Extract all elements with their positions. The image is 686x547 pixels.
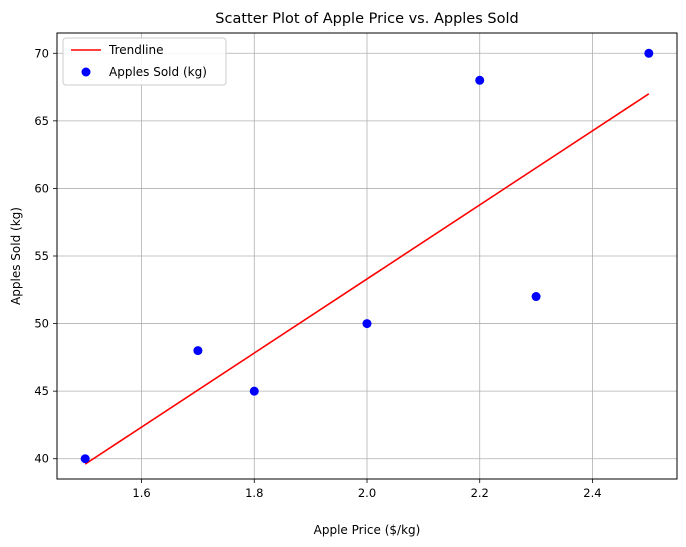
legend-scatter-swatch (81, 67, 91, 77)
scatter-point (249, 386, 259, 396)
y-tick-label: 70 (34, 46, 49, 60)
scatter-point (475, 75, 485, 85)
x-tick-label: 1.8 (245, 486, 263, 500)
y-axis-label: Apples Sold (kg) (9, 207, 23, 305)
legend-trendline-label: Trendline (108, 43, 164, 57)
x-axis: 1.6 1.8 2.0 2.2 2.4 (132, 479, 602, 500)
y-tick-label: 50 (34, 317, 49, 331)
y-tick-label: 40 (34, 452, 49, 466)
chart-title: Scatter Plot of Apple Price vs. Apples S… (215, 11, 518, 27)
y-axis: 40 45 50 55 60 65 70 (34, 46, 57, 466)
legend-box (62, 37, 227, 86)
scatter-point (531, 292, 541, 302)
scatter-point (362, 319, 372, 329)
y-tick-label: 55 (34, 249, 49, 263)
grid-lines (57, 33, 677, 479)
x-tick-label: 1.6 (132, 486, 150, 500)
scatter-point (80, 454, 90, 464)
y-tick-label: 60 (34, 181, 49, 195)
x-tick-label: 2.4 (583, 486, 601, 500)
x-axis-label: Apple Price ($/kg) (314, 523, 421, 537)
trendline (84, 93, 650, 465)
y-tick-label: 45 (34, 384, 49, 398)
scatter-point (644, 48, 654, 58)
legend-scatter-label: Apples Sold (kg) (109, 65, 207, 79)
x-tick-label: 2.0 (358, 486, 376, 500)
legend: Trendline Apples Sold (kg) (62, 37, 227, 86)
x-tick-label: 2.2 (471, 486, 489, 500)
plot-content (80, 48, 654, 465)
y-tick-label: 65 (34, 114, 49, 128)
scatter-point (193, 346, 203, 356)
